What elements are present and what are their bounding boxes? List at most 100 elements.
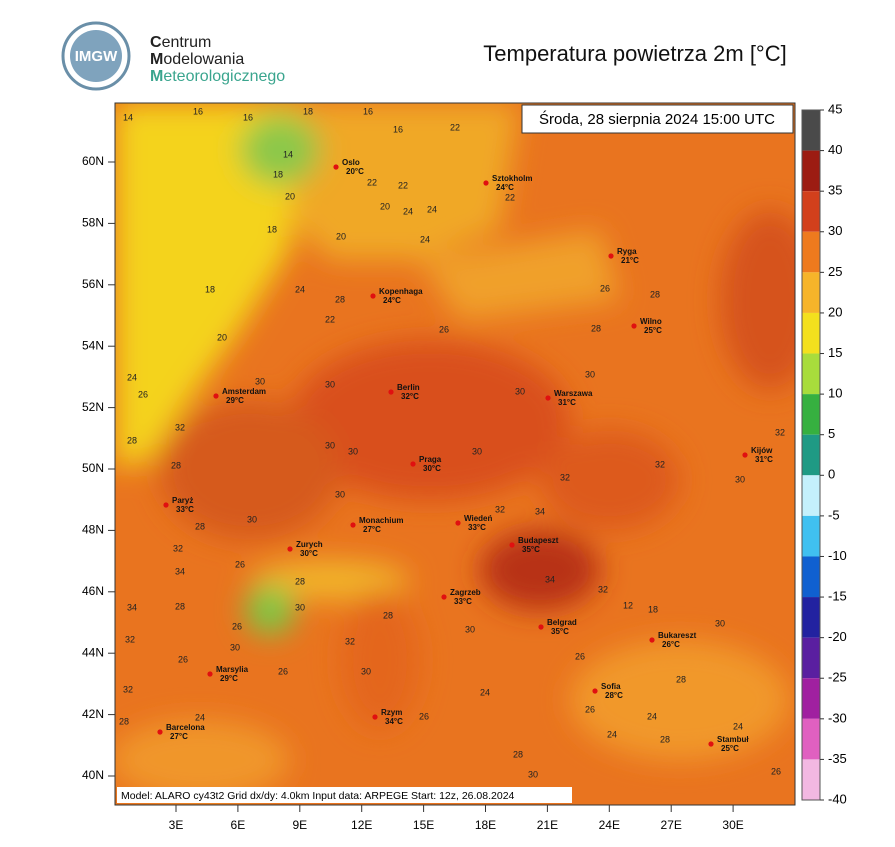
city-temp: 33°C bbox=[176, 505, 194, 514]
colorbar-band bbox=[802, 353, 820, 395]
city-temp: 24°C bbox=[383, 296, 401, 305]
city-name: Wiedeń bbox=[464, 514, 492, 523]
city-temp: 31°C bbox=[755, 455, 773, 464]
city-temp: 29°C bbox=[220, 674, 238, 683]
contour-label: 24 bbox=[195, 712, 205, 722]
colorbar-band bbox=[802, 150, 820, 192]
colorbar-band bbox=[802, 678, 820, 719]
city-temp: 30°C bbox=[423, 464, 441, 473]
contour-label: 32 bbox=[175, 422, 185, 432]
contour-label: 28 bbox=[127, 435, 137, 445]
contour-label: 32 bbox=[345, 636, 355, 646]
contour-label: 32 bbox=[655, 459, 665, 469]
contour-label: 28 bbox=[171, 460, 181, 470]
contour-label: 26 bbox=[178, 654, 188, 664]
contour-label: 30 bbox=[247, 514, 257, 524]
city-temp: 20°C bbox=[346, 167, 364, 176]
colorbar-label: 35 bbox=[828, 183, 842, 198]
lat-label: 60N bbox=[82, 154, 104, 168]
org-name: Centrum Modelowania Meteorologicznego bbox=[150, 34, 285, 85]
contour-label: 18 bbox=[267, 224, 277, 234]
contour-label: 14 bbox=[123, 112, 133, 122]
contour-label: 26 bbox=[575, 651, 585, 661]
city-name: Rzym bbox=[381, 708, 402, 717]
contour-label: 24 bbox=[647, 711, 657, 721]
contour-label: 26 bbox=[771, 766, 781, 776]
contour-label: 24 bbox=[607, 729, 617, 739]
city-name: Oslo bbox=[342, 158, 360, 167]
city-temp: 25°C bbox=[721, 744, 739, 753]
colorbar-label: 20 bbox=[828, 304, 842, 319]
lon-label: 27E bbox=[661, 818, 682, 832]
contour-label: 28 bbox=[175, 601, 185, 611]
lat-label: 58N bbox=[82, 216, 104, 230]
contour-label: 28 bbox=[660, 734, 670, 744]
city-name: Belgrad bbox=[547, 618, 577, 627]
contour-label: 34 bbox=[175, 566, 185, 576]
contour-label: 30 bbox=[528, 769, 538, 779]
city-dot bbox=[545, 395, 551, 401]
contour-label: 34 bbox=[545, 574, 555, 584]
contour-label: 24 bbox=[480, 687, 490, 697]
city-temp: 25°C bbox=[644, 326, 662, 335]
colorbar-band bbox=[802, 597, 820, 638]
colorbar-label: -5 bbox=[828, 507, 840, 522]
colorbar-frame bbox=[801, 109, 821, 801]
contour-label: 24 bbox=[127, 372, 137, 382]
lat-label: 46N bbox=[82, 584, 104, 598]
contour-label: 34 bbox=[535, 506, 545, 516]
colorbar-band bbox=[802, 637, 820, 679]
contour-label: 16 bbox=[193, 106, 203, 116]
logo-text: IMGW bbox=[75, 48, 118, 65]
colorbar-label: 10 bbox=[828, 386, 842, 401]
contour-label: 32 bbox=[775, 427, 785, 437]
city-name: Zurych bbox=[296, 540, 323, 549]
contour-label: 28 bbox=[119, 716, 129, 726]
contour-label: 30 bbox=[335, 489, 345, 499]
city-temp: 34°C bbox=[385, 717, 403, 726]
contour-label: 28 bbox=[335, 294, 345, 304]
colorbar-label: 0 bbox=[828, 467, 835, 482]
contour-label: 26 bbox=[419, 711, 429, 721]
city-name: Monachium bbox=[359, 516, 403, 525]
city-name: Berlin bbox=[397, 383, 420, 392]
footer: Model: ALARO cy43t2 Grid dx/dy: 4.0km In… bbox=[121, 790, 515, 802]
contour-label: 14 bbox=[283, 149, 293, 159]
city-name: Marsylia bbox=[216, 665, 249, 674]
colorbar-band bbox=[802, 312, 820, 354]
contour-label: 20 bbox=[217, 332, 227, 342]
contour-label: 24 bbox=[403, 206, 413, 216]
city-dot bbox=[207, 671, 213, 677]
city-dot bbox=[592, 688, 598, 694]
colorbar-label: 25 bbox=[828, 264, 842, 279]
contour-label: 26 bbox=[235, 559, 245, 569]
lat-label: 50N bbox=[82, 461, 104, 475]
city-temp: 33°C bbox=[454, 597, 472, 606]
map-frame bbox=[114, 102, 796, 806]
colorbar-band bbox=[802, 718, 820, 760]
contour-label: 30 bbox=[585, 369, 595, 379]
contour-label: 32 bbox=[495, 504, 505, 514]
contour-label: 22 bbox=[450, 122, 460, 132]
title: Temperatura powietrza 2m [°C] bbox=[483, 41, 786, 66]
city-temp: 32°C bbox=[401, 392, 419, 401]
city-dot bbox=[157, 729, 163, 735]
city-temp: 31°C bbox=[558, 398, 576, 407]
colorbar-band bbox=[802, 110, 820, 151]
contour-label: 22 bbox=[367, 177, 377, 187]
contour-label: 32 bbox=[560, 472, 570, 482]
contour-label: 30 bbox=[295, 602, 305, 612]
colorbar-band bbox=[802, 394, 820, 435]
contour-label: 26 bbox=[439, 324, 449, 334]
city-dot bbox=[410, 461, 416, 467]
colorbar-band bbox=[802, 556, 820, 598]
lon-label: 24E bbox=[599, 818, 620, 832]
org-line: Meteorologicznego bbox=[150, 68, 286, 85]
footer-box bbox=[117, 787, 572, 803]
city-temp: 26°C bbox=[662, 640, 680, 649]
colorbar-band bbox=[802, 191, 820, 232]
contour-label: 30 bbox=[361, 666, 371, 676]
city-name: Barcelona bbox=[166, 723, 205, 732]
colorbar-band bbox=[802, 475, 820, 516]
